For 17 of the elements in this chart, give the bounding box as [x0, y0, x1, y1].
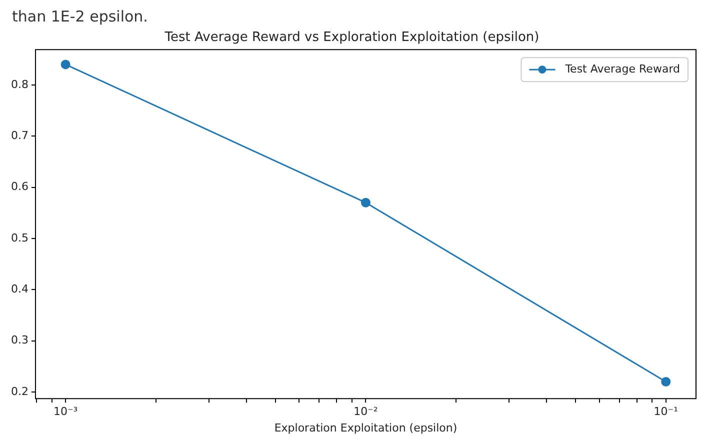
point	[661, 376, 671, 386]
x-axis-title: Exploration Exploitation (epsilon)	[274, 421, 458, 434]
x-tick-label: 10⁻³	[53, 405, 78, 418]
y-tick-label: 0.3	[10, 334, 28, 347]
y-tick-label: 0.6	[10, 180, 28, 194]
point	[360, 198, 370, 208]
legend-label: Test Average Reward	[564, 62, 680, 76]
y-tick-label: 0.2	[10, 384, 28, 398]
point	[60, 60, 70, 70]
x-tick-label: 10⁻¹	[654, 405, 678, 418]
y-tick-label: 0.7	[10, 128, 28, 142]
chart-title: Test Average Reward vs Exploration Exploitation (epsilon)	[164, 30, 540, 46]
y-tick-label: 0.8	[10, 78, 28, 91]
y-tick-label: 0.4	[10, 282, 28, 296]
y-tick-label: 0.5	[10, 231, 28, 244]
text: than 1E-2 epsilon.	[12, 7, 148, 26]
x-tick-label: 10⁻²	[354, 405, 378, 418]
